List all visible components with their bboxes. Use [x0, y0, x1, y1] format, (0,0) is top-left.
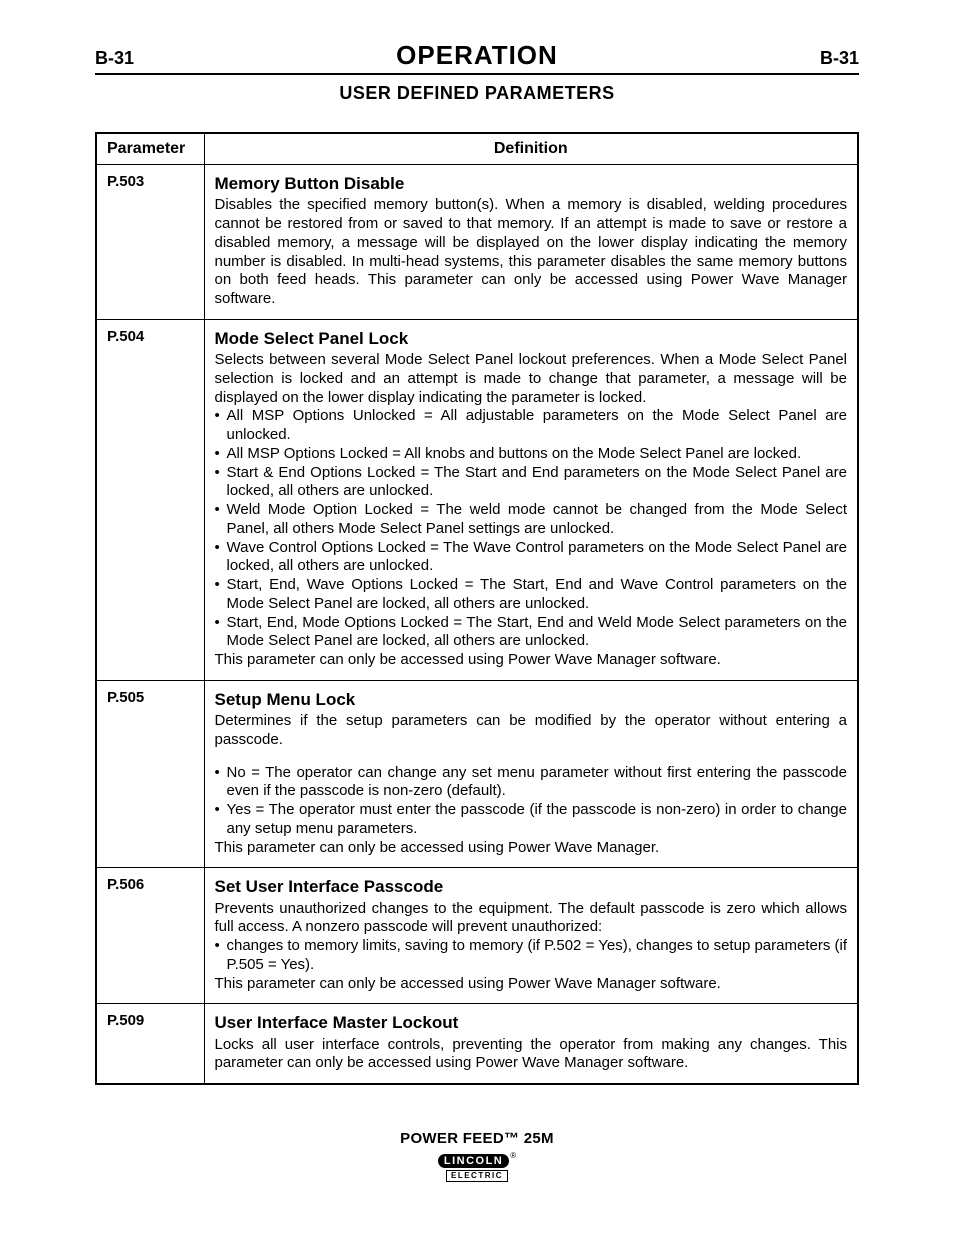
param-definition: Mode Select Panel Lock Selects between s… [204, 319, 858, 680]
def-body: Disables the specified memory button(s).… [215, 196, 848, 309]
table-row: P.505 Setup Menu Lock Determines if the … [96, 680, 858, 868]
page-code-left: B-31 [95, 48, 134, 69]
def-title: Setup Menu Lock [215, 689, 848, 710]
list-item: No = The operator can change any set men… [215, 764, 848, 802]
def-lead: Prevents unauthorized changes to the equ… [215, 900, 848, 938]
page-subtitle: USER DEFINED PARAMETERS [95, 83, 859, 104]
list-item: Start, End, Wave Options Locked = The St… [215, 576, 848, 614]
list-item: All MSP Options Locked = All knobs and b… [215, 445, 848, 464]
lincoln-logo: LINCOLN® ELECTRIC [438, 1151, 516, 1182]
param-definition: Setup Menu Lock Determines if the setup … [204, 680, 858, 868]
logo-registered-icon: ® [510, 1151, 516, 1160]
def-tail: This parameter can only be accessed usin… [215, 839, 848, 858]
table-header-row: Parameter Definition [96, 133, 858, 165]
table-row: P.506 Set User Interface Passcode Preven… [96, 868, 858, 1004]
param-definition: User Interface Master Lockout Locks all … [204, 1004, 858, 1084]
def-options-list: No = The operator can change any set men… [215, 764, 848, 839]
def-title: Memory Button Disable [215, 173, 848, 194]
param-id: P.505 [96, 680, 204, 868]
def-title: User Interface Master Lockout [215, 1012, 848, 1033]
param-id: P.503 [96, 165, 204, 320]
page-footer: POWER FEED™ 25M LINCOLN® ELECTRIC [0, 1130, 954, 1183]
def-options-list: All MSP Options Unlocked = All adjustabl… [215, 407, 848, 651]
param-id: P.504 [96, 319, 204, 680]
list-item: Start & End Options Locked = The Start a… [215, 464, 848, 502]
table-row: P.503 Memory Button Disable Disables the… [96, 165, 858, 320]
def-tail: This parameter can only be accessed usin… [215, 975, 848, 994]
page-header: B-31 OPERATION B-31 [95, 40, 859, 75]
def-tail: This parameter can only be accessed usin… [215, 651, 848, 670]
footer-product-name: POWER FEED™ 25M [0, 1130, 954, 1147]
col-header-definition: Definition [204, 133, 858, 165]
param-id: P.506 [96, 868, 204, 1004]
col-header-parameter: Parameter [96, 133, 204, 165]
list-item: Yes = The operator must enter the passco… [215, 801, 848, 839]
list-item: Wave Control Options Locked = The Wave C… [215, 539, 848, 577]
logo-top-text: LINCOLN [438, 1154, 509, 1168]
table-row: P.504 Mode Select Panel Lock Selects bet… [96, 319, 858, 680]
parameters-table: Parameter Definition P.503 Memory Button… [95, 132, 859, 1085]
list-item: Weld Mode Option Locked = The weld mode … [215, 501, 848, 539]
def-title: Set User Interface Passcode [215, 876, 848, 897]
list-item: All MSP Options Unlocked = All adjustabl… [215, 407, 848, 445]
table-row: P.509 User Interface Master Lockout Lock… [96, 1004, 858, 1084]
param-id: P.509 [96, 1004, 204, 1084]
list-item: Start, End, Mode Options Locked = The St… [215, 614, 848, 652]
def-options-list: changes to memory limits, saving to memo… [215, 937, 848, 975]
def-lead: Selects between several Mode Select Pane… [215, 351, 848, 407]
def-body: Locks all user interface controls, preve… [215, 1036, 848, 1074]
param-definition: Set User Interface Passcode Prevents una… [204, 868, 858, 1004]
def-title: Mode Select Panel Lock [215, 328, 848, 349]
section-title: OPERATION [396, 40, 558, 71]
list-item: changes to memory limits, saving to memo… [215, 937, 848, 975]
param-definition: Memory Button Disable Disables the speci… [204, 165, 858, 320]
logo-bottom-text: ELECTRIC [446, 1170, 508, 1182]
def-lead: Determines if the setup parameters can b… [215, 712, 848, 750]
page-code-right: B-31 [820, 48, 859, 69]
